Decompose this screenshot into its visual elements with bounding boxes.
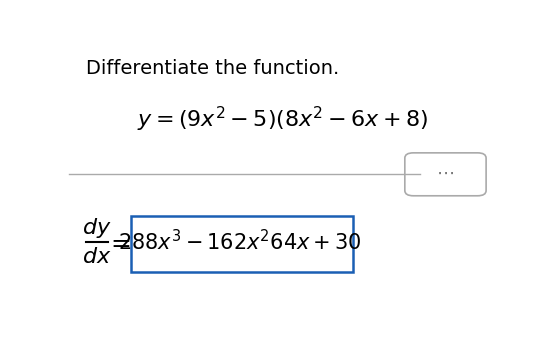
FancyBboxPatch shape (131, 216, 353, 272)
Text: $dx$: $dx$ (82, 247, 112, 267)
Text: Differentiate the function.: Differentiate the function. (86, 59, 339, 78)
Text: ⋯: ⋯ (437, 165, 454, 183)
Text: $dy$: $dy$ (82, 216, 112, 240)
FancyBboxPatch shape (405, 153, 486, 196)
Text: $=$: $=$ (105, 230, 131, 254)
Text: $288x^3-162x^{2}64x+30$: $288x^3-162x^{2}64x+30$ (118, 229, 362, 254)
Text: $y=\left(9x^2-5\right)\left(8x^2-6x+8\right)$: $y=\left(9x^2-5\right)\left(8x^2-6x+8\ri… (137, 105, 428, 134)
